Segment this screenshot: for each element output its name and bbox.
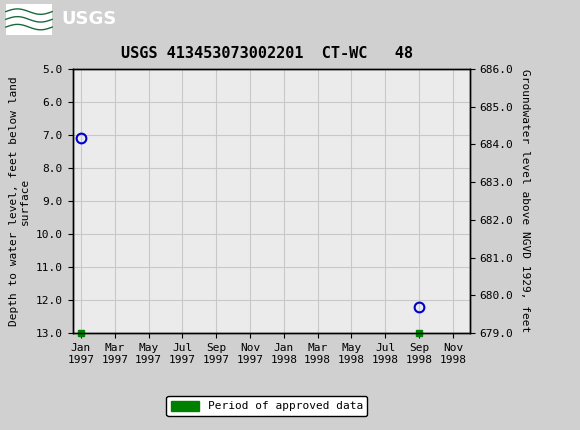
Legend: Period of approved data: Period of approved data [166,396,367,416]
FancyBboxPatch shape [6,4,52,35]
Y-axis label: Groundwater level above NGVD 1929, feet: Groundwater level above NGVD 1929, feet [520,69,530,333]
Y-axis label: Depth to water level, feet below land
surface: Depth to water level, feet below land su… [9,76,30,326]
Text: USGS: USGS [61,10,116,28]
Text: USGS 413453073002201  CT-WC   48: USGS 413453073002201 CT-WC 48 [121,46,413,61]
